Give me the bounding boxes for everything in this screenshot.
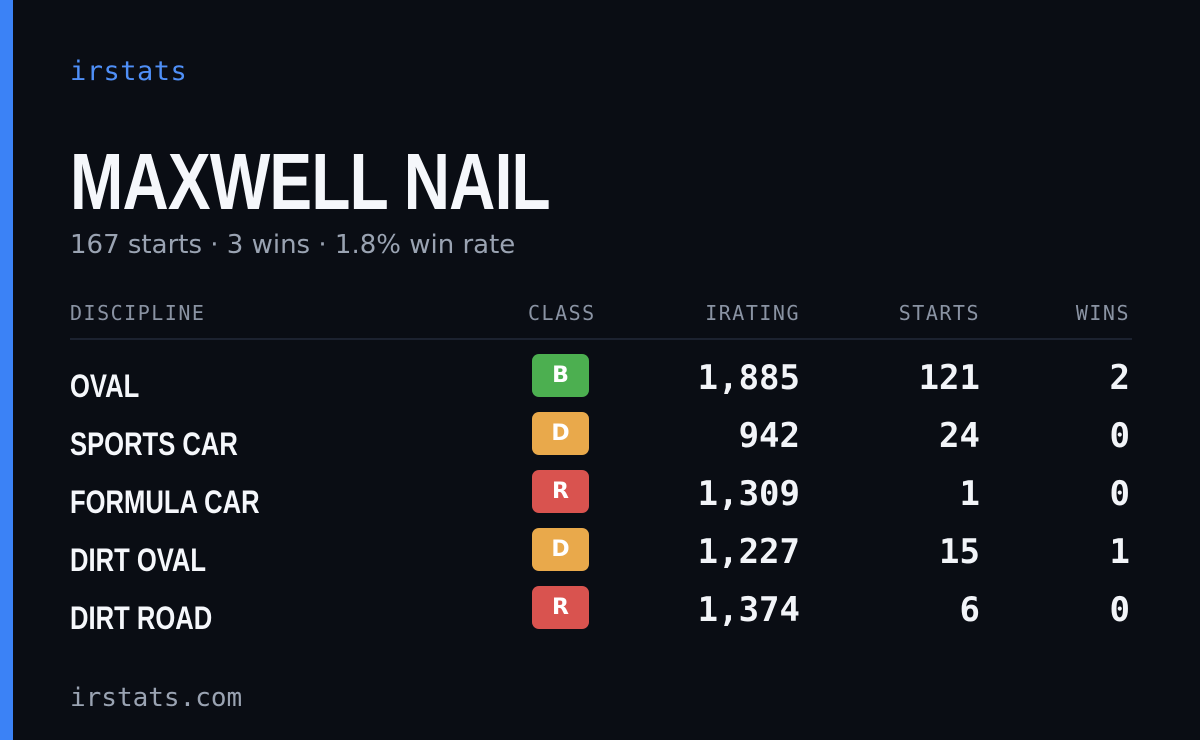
discipline-name: OVAL [70, 368, 140, 404]
license-class-badge: D [532, 412, 589, 455]
header-discipline: DISCIPLINE [70, 301, 206, 325]
discipline-name: FORMULA CAR [70, 484, 260, 520]
starts-value: 15 [939, 532, 980, 572]
starts-value: 6 [959, 590, 980, 630]
license-table: DISCIPLINE CLASS IRATING STARTS WINS OVA… [70, 296, 1132, 644]
discipline-name: DIRT ROAD [70, 600, 213, 636]
accent-bar [0, 0, 13, 740]
header-starts: STARTS [898, 301, 980, 325]
irating-value: 1,885 [697, 358, 800, 398]
table-row: DIRT ROAD R 1,374 6 0 [70, 586, 1132, 644]
wins-value: 0 [1109, 474, 1130, 514]
header-irating: IRATING [705, 301, 800, 325]
table-row: OVAL B 1,885 121 2 [70, 354, 1132, 412]
irating-value: 1,374 [697, 590, 800, 630]
discipline-name: DIRT OVAL [70, 542, 207, 578]
header-class: CLASS [528, 301, 596, 325]
driver-name: MAXWELL NAIL [70, 137, 551, 226]
brand-logo: irstats [70, 56, 188, 87]
table-header: DISCIPLINE CLASS IRATING STARTS WINS [70, 296, 1132, 340]
irating-value: 1,227 [697, 532, 800, 572]
table-body: OVAL B 1,885 121 2 SPORTS CAR D 942 24 0… [70, 354, 1132, 644]
irating-value: 942 [738, 416, 800, 456]
license-class-badge: B [532, 354, 589, 397]
table-row: DIRT OVAL D 1,227 15 1 [70, 528, 1132, 586]
license-class-badge: D [532, 528, 589, 571]
starts-value: 24 [939, 416, 980, 456]
license-class-badge: R [532, 470, 589, 513]
table-row: FORMULA CAR R 1,309 1 0 [70, 470, 1132, 528]
wins-value: 2 [1109, 358, 1130, 398]
table-row: SPORTS CAR D 942 24 0 [70, 412, 1132, 470]
wins-value: 0 [1109, 416, 1130, 456]
starts-value: 121 [918, 358, 980, 398]
discipline-name: SPORTS CAR [70, 426, 238, 462]
wins-value: 0 [1109, 590, 1130, 630]
license-class-badge: R [532, 586, 589, 629]
footer-domain: irstats.com [70, 683, 243, 713]
driver-summary: 167 starts · 3 wins · 1.8% win rate [70, 230, 516, 260]
wins-value: 1 [1109, 532, 1130, 572]
starts-value: 1 [959, 474, 980, 514]
irating-value: 1,309 [697, 474, 800, 514]
header-wins: WINS [1075, 301, 1130, 325]
